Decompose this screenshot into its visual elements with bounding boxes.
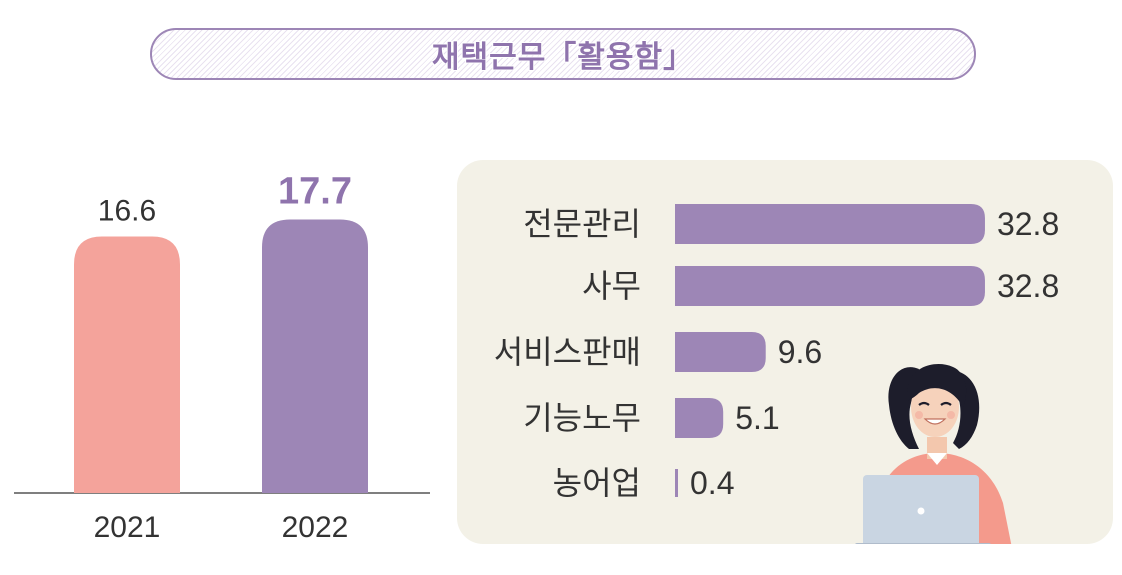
occupation-value-label: 0.4 (690, 465, 734, 501)
occupation-category-label: 기능노무 (523, 400, 641, 436)
year-bar-chart: 16.6 2021 17.7 2022 (14, 171, 430, 544)
person-with-laptop-icon (855, 364, 1012, 544)
occupation-value-label: 9.6 (778, 334, 822, 370)
year-tick-label: 2022 (282, 511, 349, 544)
occupation-category-label: 사무 (582, 268, 641, 304)
occupation-value-label: 5.1 (735, 400, 779, 436)
occupation-category-label: 농어업 (553, 465, 641, 501)
year-tick-label: 2021 (94, 511, 161, 544)
occupation-bar (675, 204, 985, 244)
year-value-label: 17.7 (278, 171, 352, 213)
year-bar-2022 (262, 219, 368, 493)
year-value-label: 16.6 (98, 195, 156, 228)
occupation-value-label: 32.8 (997, 268, 1059, 304)
occupation-bar-chart: 전문관리 32.8 사무 32.8 서비스판매 9.6 기능노무 5.1 농어업 0.4 (494, 204, 1059, 544)
occupation-panel: 전문관리 32.8 사무 32.8 서비스판매 9.6 기능노무 5.1 농어업 0.4 (457, 160, 1113, 544)
occupation-value-label: 32.8 (997, 206, 1059, 242)
occupation-bar (675, 398, 724, 438)
chart-title: 재택근무「활용함」 (431, 40, 695, 75)
occupation-category-label: 전문관리 (523, 206, 641, 242)
occupation-bar (675, 469, 678, 497)
year-bar-2021 (74, 236, 180, 493)
occupation-bar (675, 332, 766, 372)
occupation-category-label: 서비스판매 (494, 334, 641, 370)
title-banner: 재택근무「활용함」 (150, 28, 976, 80)
occupation-bar (675, 266, 985, 306)
